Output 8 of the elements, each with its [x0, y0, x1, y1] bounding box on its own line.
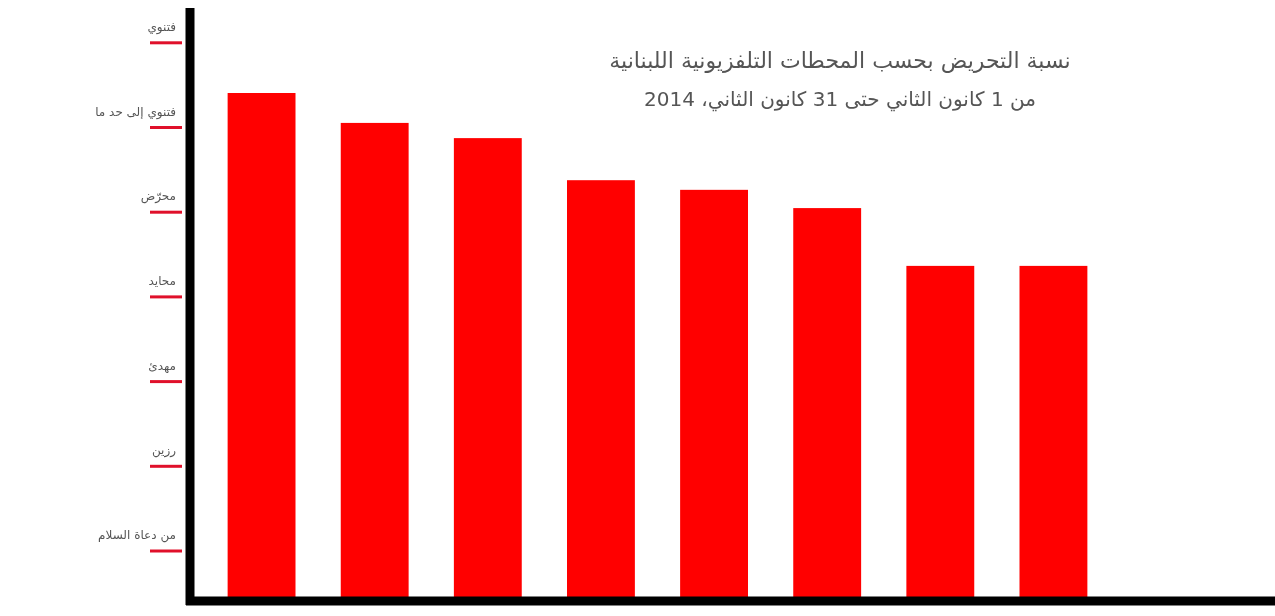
text: فتنوي إلى حد ما: [95, 104, 176, 120]
text: رزين: [151, 443, 177, 459]
text: محايد: [148, 273, 176, 288]
text: مهدئ: [148, 358, 176, 373]
text: من دعاة السلام: [98, 528, 176, 543]
text: فتنوي: [147, 19, 176, 35]
text: محرّض: [140, 189, 176, 205]
chart-subtitle: نسبة التحريض بحسب المحطات التلفزيونية اللبنانية من 1 كانون الثاني حتى 31 كانون الثاني، 2014: [609, 48, 1071, 112]
